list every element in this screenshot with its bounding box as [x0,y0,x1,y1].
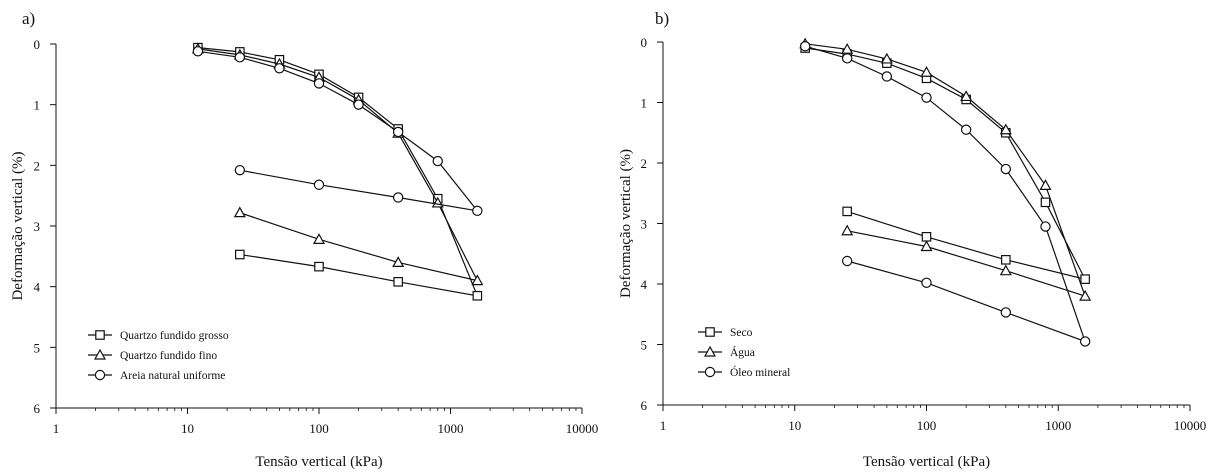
chart-a-legend-label: Quartzo fundido grosso [120,330,229,342]
chart-a-data-point-circle [313,179,325,190]
chart-b-legend-marker-circle [704,366,716,378]
chart-b-data-point-circle [1040,221,1051,232]
chart-b-data-point-square [1080,274,1090,284]
chart-a-data-point-triangle [471,274,484,286]
chart-a-data-point-square [235,249,245,260]
chart-b-legend-marker-square [705,327,715,337]
chart-a-x-tick-label: 100 [309,421,329,436]
chart-b-series-line-square [805,47,1087,281]
chart-a-y-tick-label: 4 [34,280,41,295]
chart-b-data-point-circle [921,277,932,288]
chart-a-data-point-circle [432,155,443,167]
chart-b-legend-label: Seco [730,327,753,339]
chart-a-x-tick-label: 1 [53,421,60,436]
chart-a-svg: a) 1 10 100 1000 10000 0 1 2 3 4 5 6 Tensão vertical … [10,9,599,470]
chart-a-y-tick-label: 3 [34,219,41,234]
chart-a-data-point-circle [274,63,285,74]
chart-b-legend: Seco Água Óleo mineral [698,327,790,379]
chart-b-y-tick-label: 2 [641,156,648,171]
chart-b-data-point-triangle [920,66,933,77]
chart-a-legend-marker-circle [94,369,106,381]
chart-a-y-tick-label: 1 [34,98,41,113]
chart-b-y-axis-title: Deformação vertical (%) [618,149,634,298]
chart-b-data-point-circle [799,41,811,52]
chart-a-legend-marker-triangle [93,348,107,360]
chart-a-data-point-circle [192,46,204,57]
chart-a-y-tick-label: 6 [34,401,41,416]
chart-a-data-point-triangle [233,206,246,218]
chart-a-legend: Quartzo fundido grosso Quartzo fundido fi… [88,330,229,382]
chart-b-series-line-circle [805,45,1087,343]
chart-b-data-point-circle [1079,336,1091,347]
chart-a-y-tick-label: 0 [34,37,41,52]
chart-b-data-point-triangle [999,123,1012,135]
chart-b-series-square [800,43,1090,284]
chart-b-data-point-circle [841,53,853,64]
chart-b-data-point-circle [960,124,972,135]
chart-b-y-tick-label: 6 [641,398,648,413]
chart-b-x-tick-label: 1000 [1045,418,1071,433]
chart-a-data-point-circle [234,52,246,63]
chart-b-y-tick-label: 0 [641,35,648,50]
chart-b-x-axis-title: Tensão vertical (kPa) [863,454,990,470]
chart-a-x-axis-title: Tensão vertical (kPa) [255,454,382,470]
chart-b-data-point-circle [841,255,853,267]
chart-b-y-tick-label: 4 [641,277,648,292]
chart-b-x-tick-label: 1 [660,418,667,433]
chart-b-legend-label: Água [730,345,755,359]
chart-panel-b: b) 1 10 100 1000 10000 0 1 2 3 4 5 6 Tensão vertical … [608,0,1216,473]
chart-a-x-tick-label: 10000 [566,421,599,436]
chart-b-data-point-square [842,206,852,217]
chart-a-data-point-circle [472,205,483,217]
chart-b-data-point-triangle [841,224,854,236]
chart-a-data-point-circle [313,78,325,89]
chart-a-y-tick-label: 2 [34,158,41,173]
chart-b-y-tick-label: 1 [641,96,648,111]
chart-a-x-tick-label: 10 [181,421,194,436]
chart-b-data-point-triangle [1039,179,1052,190]
chart-b-svg: b) 1 10 100 1000 10000 0 1 2 3 4 5 6 Tensão vertical … [618,9,1207,470]
chart-a-y-tick-label: 5 [34,340,41,355]
chart-b-data-point-triangle [1079,289,1092,301]
chart-b-data-point-triangle [880,52,893,64]
chart-a-x-tick-label: 1000 [438,421,464,436]
chart-b-legend-marker-triangle [703,345,717,357]
chart-a-data-point-circle [353,99,364,110]
chart-a-legend-label: Areia natural uniforme [120,370,225,382]
chart-a-data-point-circle [234,164,246,176]
chart-b-series-circle [799,41,1091,347]
chart-b-data-point-circle [1000,163,1012,175]
chart-b-data-point-circle [1000,307,1012,318]
chart-b-y-tick-label: 3 [641,217,648,232]
chart-b-data-point-square [1040,197,1051,208]
chart-b-panel-label: b) [655,9,669,28]
chart-a-series-line-circle [197,50,479,212]
chart-b-data-point-square [921,232,932,242]
chart-a-panel-label: a) [22,9,35,28]
chart-b-data-point-triangle [999,264,1012,276]
chart-b-x-tick-label: 10 [788,418,801,433]
chart-a-y-axis-title: Deformação vertical (%) [10,151,26,300]
chart-a-data-point-triangle [312,233,326,244]
chart-b-data-point-circle [881,71,893,82]
chart-b-data-point-square [1001,255,1011,265]
chart-a-series-circle [192,46,483,217]
chart-a-legend-marker-square [95,330,105,340]
chart-b-x-tick-label: 100 [917,418,937,433]
chart-a-data-point-square [472,290,483,301]
chart-b-data-point-circle [921,92,932,103]
chart-a-data-point-square [314,261,324,272]
chart-b-series-triangle [799,37,1092,301]
chart-a-data-point-square [393,277,403,287]
chart-b-y-tick-label: 5 [641,338,648,353]
chart-b-data-point-triangle [960,90,973,102]
chart-b-x-tick-label: 10000 [1174,418,1207,433]
chart-a-data-point-circle [392,126,404,138]
chart-b-legend-label: Óleo mineral [730,365,790,379]
chart-a-data-point-circle [392,192,404,203]
chart-a-legend-label: Quartzo fundido fino [120,350,217,362]
chart-b-data-point-triangle [920,240,933,252]
chart-panel-a: a) 1 10 100 1000 10000 0 1 2 3 4 5 6 Tensão vertical … [10,9,599,470]
chart-a-data-point-triangle [392,256,405,267]
